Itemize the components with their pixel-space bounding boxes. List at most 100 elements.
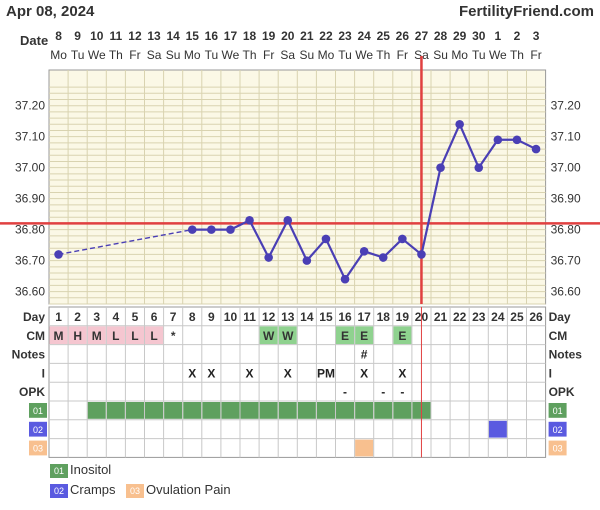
y-tick-label-left: 36.70 — [15, 254, 45, 268]
y-tick-label-left: 37.10 — [15, 130, 45, 144]
legend-inositol-swatch: 01 — [50, 463, 68, 478]
y-tick-label-left: 36.80 — [15, 223, 45, 237]
custom-row-fill — [355, 402, 374, 419]
date-label: 17 — [224, 29, 238, 43]
cycle-day: 4 — [113, 310, 120, 324]
temp-point — [226, 225, 235, 234]
temp-line-segment — [477, 139, 499, 169]
cm-cell — [355, 326, 374, 345]
cm-value: H — [73, 329, 82, 343]
cm-cell — [125, 326, 144, 345]
legend-ovulation-pain-swatch: 03 — [126, 483, 144, 498]
temp-point — [340, 274, 350, 284]
custom-row-fill — [125, 402, 144, 419]
cm-value: L — [131, 329, 138, 343]
legend-ovulation-pain: 03 Ovulation Pain — [126, 482, 231, 498]
custom-row-fill — [164, 402, 183, 419]
date-label: 10 — [90, 29, 104, 43]
cm-value: E — [360, 329, 368, 343]
i-value: X — [360, 366, 368, 380]
date-label: 13 — [147, 29, 161, 43]
custom-row-fill — [297, 402, 316, 419]
y-tick-label-right: 36.80 — [551, 223, 581, 237]
row-label-left: Notes — [12, 348, 46, 362]
temp-point — [512, 135, 522, 145]
date-label: 16 — [205, 29, 219, 43]
i-value: X — [246, 366, 254, 380]
cm-cell — [87, 326, 106, 345]
date-label: 24 — [357, 29, 371, 43]
date-label: 25 — [377, 29, 391, 43]
cycle-day: 11 — [243, 310, 256, 324]
custom-row-badge-right — [548, 440, 567, 456]
weekday-label: Sa — [280, 48, 295, 62]
brand-link[interactable]: FertilityFriend.com — [458, 3, 594, 20]
temp-point — [359, 247, 369, 256]
date-label: 29 — [453, 29, 467, 43]
custom-row-badge-left — [29, 440, 47, 456]
cycle-day: 21 — [434, 310, 448, 324]
temp-line-segment — [324, 238, 347, 280]
cm-cell — [278, 326, 297, 345]
temp-point — [455, 119, 464, 129]
cm-value: W — [282, 329, 294, 343]
cycle-day: 24 — [491, 310, 505, 324]
cycle-day: 15 — [319, 310, 333, 324]
y-tick-label-right: 36.60 — [551, 285, 581, 299]
custom-row-code-right: 02 — [553, 425, 563, 435]
custom-row-fill — [240, 402, 259, 419]
date-label: 14 — [166, 29, 180, 43]
row-label-right: OPK — [549, 385, 575, 399]
cycle-day: 8 — [189, 310, 196, 324]
weekday-label: Th — [510, 48, 524, 62]
date-label: 21 — [300, 29, 314, 43]
cycle-day: 23 — [472, 310, 486, 324]
weekday-label: Tu — [472, 48, 486, 62]
cycle-day: 25 — [510, 310, 524, 324]
temp-point — [302, 256, 312, 265]
date-label: 9 — [74, 29, 81, 43]
weekday-label: Sa — [414, 48, 429, 62]
cycle-day: 2 — [74, 310, 81, 324]
weekday-label: Tu — [71, 48, 85, 62]
cm-value: E — [398, 329, 406, 343]
weekday-label: Fr — [129, 48, 140, 62]
custom-row-fill — [336, 402, 355, 419]
legend-inositol: 01 Inositol — [50, 462, 111, 478]
weekday-label: We — [88, 48, 106, 62]
custom-row-fill — [488, 420, 507, 438]
temp-point — [321, 234, 331, 244]
temp-line-segment — [420, 167, 442, 255]
weekday-label: We — [489, 48, 507, 62]
opk-value: - — [400, 385, 404, 399]
cm-value: W — [263, 329, 275, 343]
row-label-right: I — [549, 366, 552, 380]
custom-row-badge-left — [29, 421, 47, 437]
row-label-right: Day — [549, 310, 571, 324]
y-tick-label-right: 36.90 — [551, 192, 581, 206]
date-label: 11 — [110, 29, 123, 43]
temp-line-segment — [382, 238, 404, 259]
date-label: 8 — [55, 29, 62, 43]
cycle-day: 12 — [262, 310, 276, 324]
weekday-label: Th — [376, 48, 390, 62]
custom-row-fill — [316, 402, 335, 419]
y-tick-label-left: 36.90 — [15, 192, 45, 206]
custom-row-fill — [183, 402, 202, 419]
row-label-right: CM — [549, 329, 568, 343]
custom-row-code-left: 02 — [33, 425, 43, 435]
legend-cramps: 02 Cramps — [50, 482, 116, 498]
date-label: 22 — [319, 29, 333, 43]
date-label: 15 — [186, 29, 200, 43]
weekday-label: Mo — [50, 48, 67, 62]
temp-point — [474, 163, 484, 172]
y-tick-label-left: 36.60 — [15, 285, 45, 299]
i-value: PM — [317, 366, 335, 380]
date-label: 27 — [415, 29, 429, 43]
date-label: 26 — [396, 29, 410, 43]
custom-row-fill — [374, 402, 393, 419]
temp-line-segment — [306, 238, 327, 262]
cycle-day: 5 — [132, 310, 139, 324]
row-label-right: Notes — [549, 348, 583, 362]
